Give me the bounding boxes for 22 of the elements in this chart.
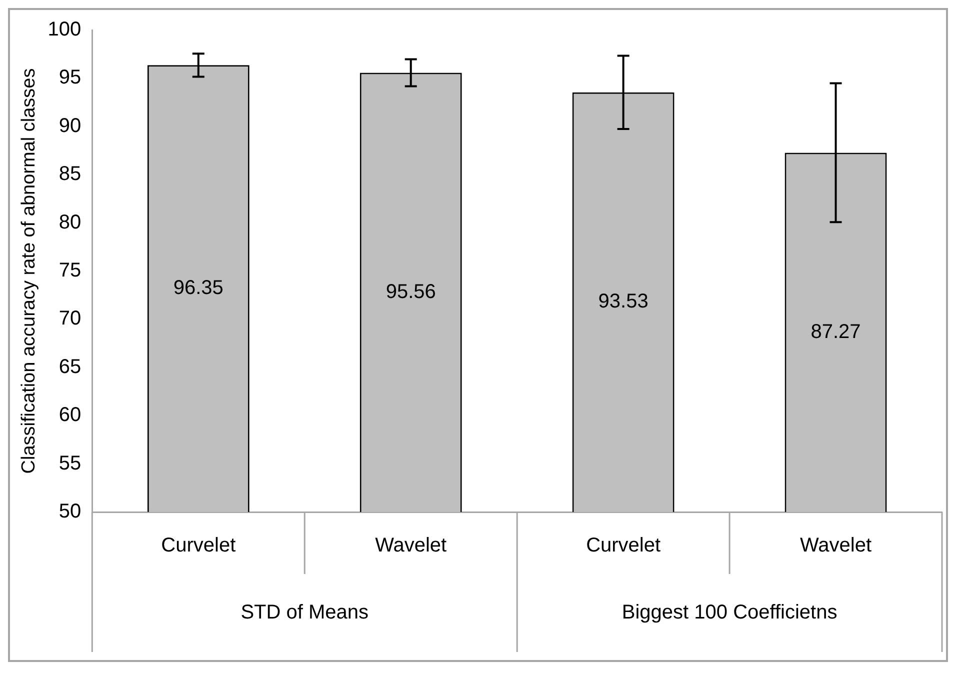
- y-tick-label: 65: [58, 356, 82, 378]
- y-tick-label: 50: [58, 500, 82, 523]
- data-label: 87.27: [810, 320, 861, 343]
- y-tick-label: 55: [58, 452, 82, 474]
- y-tick-label: 85: [58, 163, 82, 186]
- text: Biggest 100 Coefficietns: [622, 602, 838, 624]
- y-axis-title: Classification accuracy rate of abnormal classes: [18, 68, 40, 474]
- x-tick-label: Curvelet: [586, 534, 661, 557]
- x-tick-label: Curvelet: [161, 534, 236, 557]
- data-label: 96.35: [173, 277, 224, 300]
- y-tick-label: 95: [58, 66, 82, 89]
- y-tick-label: 80: [58, 211, 82, 234]
- y-tick-label: 90: [58, 114, 82, 137]
- y-tick-label: 75: [58, 260, 82, 282]
- y-tick-label: 70: [58, 308, 82, 330]
- x-tick-label: Wavelet: [375, 534, 448, 557]
- x-tick-label: Wavelet: [800, 534, 872, 557]
- y-tick-label: 60: [58, 404, 82, 426]
- text: STD of Means: [240, 602, 369, 624]
- data-label: 95.56: [386, 280, 436, 303]
- y-tick-label: 100: [48, 18, 82, 41]
- data-label: 93.53: [598, 290, 648, 313]
